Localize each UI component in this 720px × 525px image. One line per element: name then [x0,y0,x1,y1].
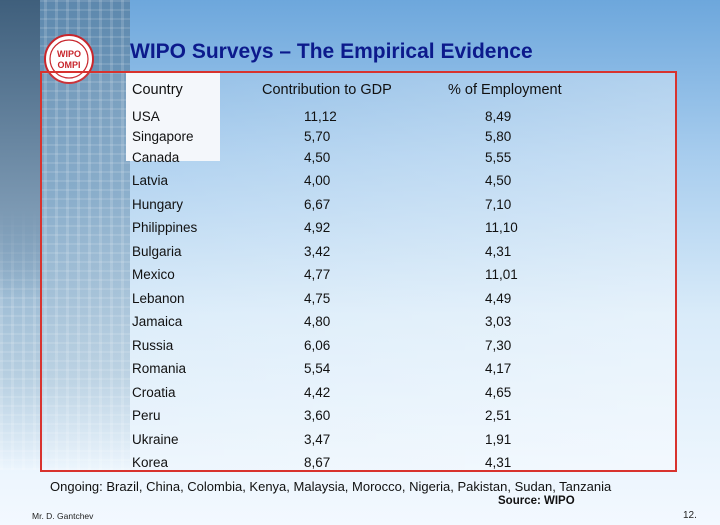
table-cell-gdp: 3,47 [304,432,331,447]
table-cell-country: USA [132,109,160,124]
table-cell-employment: 4,49 [485,291,512,306]
table-cell-gdp: 4,00 [304,173,331,188]
table-cell-country: Latvia [132,173,169,188]
table-cell-employment: 4,17 [485,361,512,376]
table-cell-employment: 5,80 [485,129,512,144]
building-shadow [0,0,40,300]
table-cell-country: Mexico [132,267,175,282]
table-cell-gdp: 4,92 [304,220,331,235]
table-cell-gdp: 4,77 [304,267,331,282]
svg-text:OMPI: OMPI [57,60,80,70]
table-cell-gdp: 5,54 [304,361,331,376]
table-cell-gdp: 4,50 [304,150,331,165]
table-cell-employment: 3,03 [485,314,512,329]
column-header-gdp: Contribution to GDP [262,82,392,98]
table-cell-employment: 4,31 [485,455,512,470]
table-cell-employment: 11,10 [485,220,518,235]
table-cell-gdp: 5,70 [304,129,331,144]
table-cell-gdp: 11,12 [304,109,337,124]
table-cell-gdp: 4,75 [304,291,331,306]
table-cell-employment: 2,51 [485,408,512,423]
wipo-logo-icon: WIPO OMPI [49,39,89,79]
table-cell-country: Russia [132,338,174,353]
table-cell-country: Bulgaria [132,244,182,259]
table-cell-employment: 11,01 [485,267,518,282]
page-number: 12. [683,510,697,521]
table-cell-country: Ukraine [132,432,179,447]
table-cell-employment: 5,55 [485,150,512,165]
table-cell-employment: 8,49 [485,109,512,124]
table-cell-gdp: 3,42 [304,244,331,259]
table-cell-gdp: 4,42 [304,385,331,400]
wipo-logo: WIPO OMPI [44,34,94,84]
author-footer: Mr. D. Gantchev [32,511,94,521]
table-cell-employment: 7,10 [485,197,512,212]
table-cell-gdp: 4,80 [304,314,331,329]
table-cell-country: Peru [132,408,161,423]
table-cell-employment: 4,31 [485,244,512,259]
table-cell-gdp: 3,60 [304,408,331,423]
ongoing-note: Ongoing: Brazil, China, Colombia, Kenya,… [50,479,612,494]
column-header-employment: % of Employment [448,82,562,98]
table-cell-employment: 1,91 [485,432,512,447]
slide-title: WIPO Surveys – The Empirical Evidence [130,40,533,63]
table-cell-country: Croatia [132,385,176,400]
table-cell-country: Philippines [132,220,198,235]
table-cell-country: Singapore [132,129,194,144]
table-cell-country: Korea [132,455,169,470]
table-cell-gdp: 6,67 [304,197,331,212]
table-cell-gdp: 6,06 [304,338,331,353]
header-highlight [126,73,220,161]
table-cell-employment: 4,65 [485,385,512,400]
table-cell-country: Canada [132,150,180,165]
column-header-country: Country [132,82,183,98]
table-cell-country: Lebanon [132,291,185,306]
table-cell-country: Hungary [132,197,184,212]
svg-text:WIPO: WIPO [57,49,81,59]
table-cell-country: Romania [132,361,187,376]
table-cell-gdp: 8,67 [304,455,331,470]
source-note: Source: WIPO [498,495,575,507]
table-cell-employment: 4,50 [485,173,512,188]
table-cell-employment: 7,30 [485,338,512,353]
table-cell-country: Jamaica [132,314,183,329]
